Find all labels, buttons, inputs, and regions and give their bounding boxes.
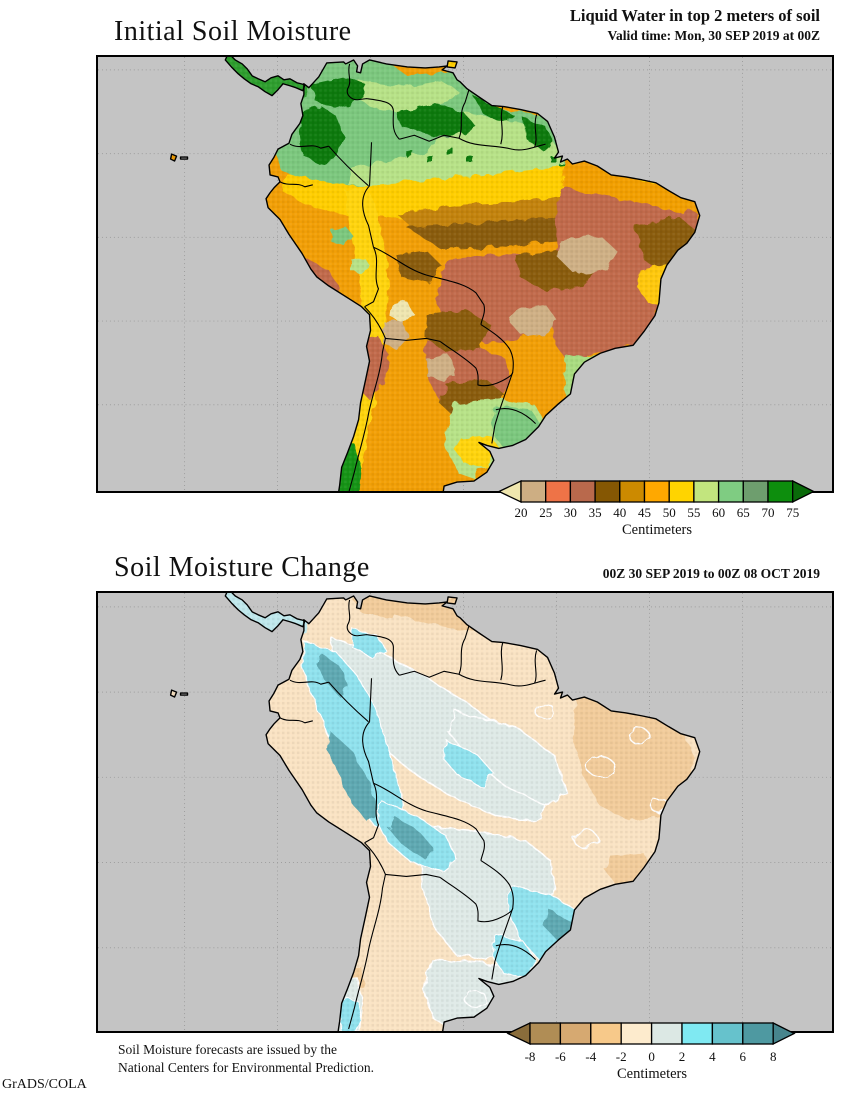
colorbar-cell bbox=[569, 480, 596, 503]
map1-svg bbox=[98, 57, 832, 491]
map2-colorbar bbox=[506, 1021, 796, 1046]
colorbar-right-arrow bbox=[792, 479, 816, 504]
footnote: Soil Moisture forecasts are issued by th… bbox=[118, 1041, 374, 1077]
colorbar-right-arrow bbox=[772, 1021, 796, 1046]
grads-credit: GrADS/COLA bbox=[2, 1077, 87, 1092]
colorbar-left-arrow bbox=[506, 1021, 531, 1046]
colorbar-cell bbox=[620, 1022, 653, 1045]
colorbar-cell bbox=[668, 480, 695, 503]
colorbar-cell bbox=[711, 1022, 744, 1045]
colorbar-tick-label: 45 bbox=[638, 505, 651, 520]
colorbar-tick-label: -8 bbox=[524, 1049, 536, 1064]
colorbar-tick-label: 50 bbox=[662, 505, 676, 520]
colorbar-cell bbox=[681, 1022, 714, 1045]
colorbar-cell bbox=[742, 1022, 774, 1045]
colorbar-tick-label: 60 bbox=[712, 505, 726, 520]
colorbar-cell bbox=[767, 480, 794, 503]
colorbar-tick-label: 35 bbox=[588, 505, 602, 520]
colorbar-tick-label: 75 bbox=[786, 505, 800, 520]
footnote-line1: Soil Moisture forecasts are issued by th… bbox=[118, 1042, 337, 1057]
colorbar-tick-label: 2 bbox=[678, 1049, 686, 1064]
colorbar-left-arrow bbox=[497, 479, 522, 504]
map2-period: 00Z 30 SEP 2019 to 00Z 08 OCT 2019 bbox=[602, 566, 820, 581]
colorbar-cell bbox=[590, 1022, 622, 1045]
colorbar-tick-label: 65 bbox=[736, 505, 750, 520]
colorbar-cell bbox=[650, 1022, 683, 1045]
colorbar-cell bbox=[619, 480, 646, 503]
map1-subtitle: Liquid Water in top 2 meters of soil bbox=[569, 6, 820, 25]
colorbar-tick-label: 40 bbox=[613, 505, 627, 520]
colorbar-tick-label: 30 bbox=[563, 505, 577, 520]
colorbar-tick-label: 20 bbox=[514, 505, 528, 520]
colorbar-cell bbox=[545, 480, 572, 503]
map2-title: Soil Moisture Change bbox=[114, 552, 370, 583]
map1-plot-area bbox=[96, 55, 834, 493]
colorbar-tick-label: -4 bbox=[585, 1049, 597, 1064]
colorbar-cell bbox=[742, 480, 769, 503]
colorbar-tick-label: 0 bbox=[648, 1049, 655, 1064]
map1-colorbar-unit: Centimeters bbox=[621, 522, 693, 538]
colorbar-cell bbox=[717, 480, 744, 503]
map1-title: Initial Soil Moisture bbox=[114, 16, 352, 47]
colorbar-tick-label: 70 bbox=[761, 505, 775, 520]
map2-colorbar-unit: Centimeters bbox=[616, 1066, 688, 1082]
colorbar-cell bbox=[643, 480, 670, 503]
colorbar-cell bbox=[529, 1022, 562, 1045]
colorbar-tick-label: -2 bbox=[615, 1049, 627, 1064]
colorbar-tick-label: 4 bbox=[709, 1049, 716, 1064]
footnote-line2: National Centers for Environmental Predi… bbox=[118, 1060, 375, 1075]
map2-svg bbox=[98, 593, 832, 1031]
colorbar-tick-label: 55 bbox=[687, 505, 701, 520]
map1-colorbar bbox=[497, 479, 816, 504]
colorbar-cell bbox=[594, 480, 621, 503]
colorbar-tick-label: 8 bbox=[769, 1049, 777, 1064]
map2-plot-area bbox=[96, 591, 834, 1033]
colorbar-tick-label: 25 bbox=[539, 505, 553, 520]
colorbar-cell bbox=[693, 480, 720, 503]
colorbar-tick-label: 6 bbox=[739, 1049, 747, 1064]
colorbar-cell bbox=[559, 1022, 592, 1045]
colorbar-cell bbox=[520, 480, 547, 503]
map1-valid-time: Valid time: Mon, 30 SEP 2019 at 00Z bbox=[607, 28, 820, 43]
colorbar-tick-label: -6 bbox=[554, 1049, 566, 1064]
